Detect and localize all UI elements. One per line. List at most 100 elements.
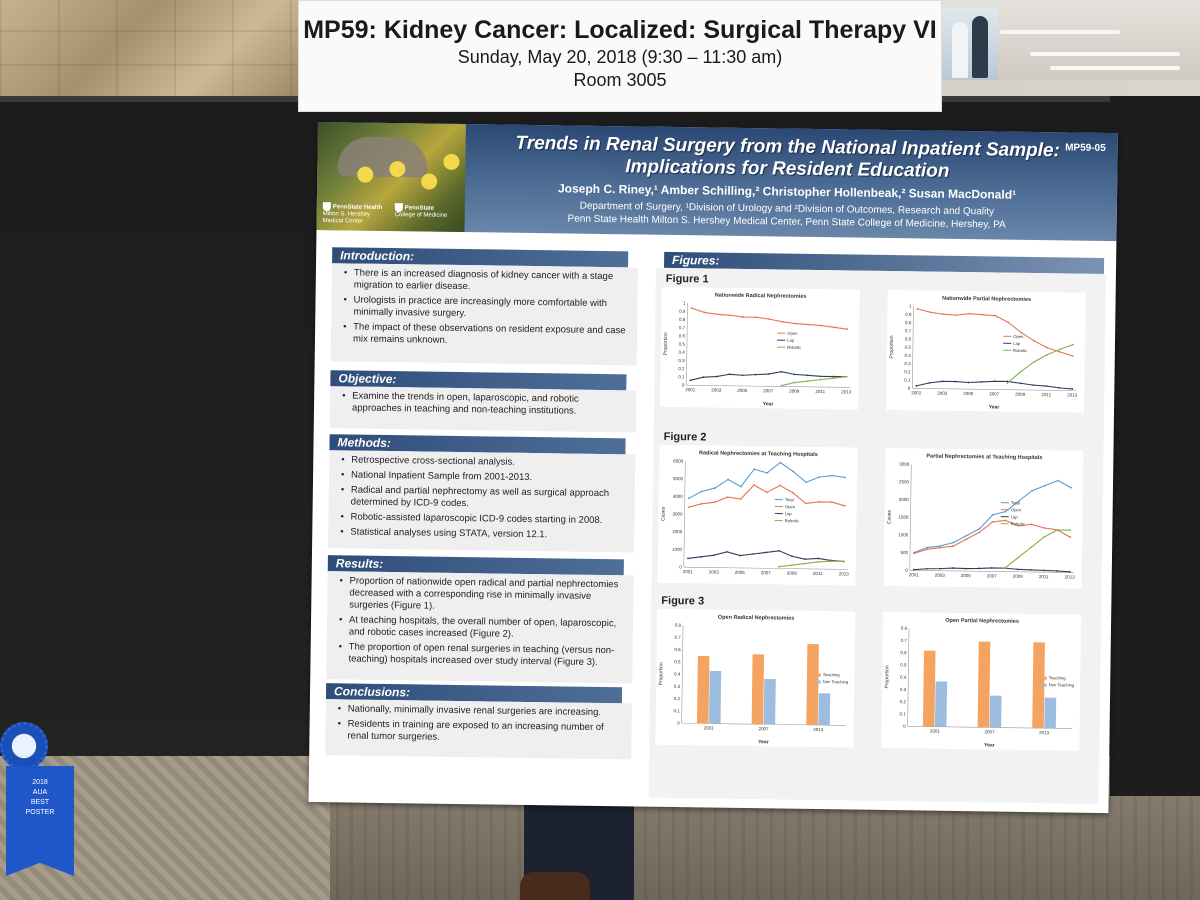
data-point: [831, 474, 834, 477]
legend-label: Lap: [787, 338, 795, 343]
y-tick-label: 0.3: [900, 687, 907, 692]
x-tick-label: 2011: [1039, 574, 1049, 579]
data-point: [952, 541, 955, 544]
x-tick-label: 2001: [683, 569, 694, 574]
flower: [443, 153, 460, 170]
session-sign: MP59: Kidney Cancer: Localized: Surgical…: [298, 0, 942, 112]
session-date: Sunday, May 20, 2018 (9:30 – 11:30 am): [457, 47, 783, 67]
data-point: [1003, 567, 1006, 569]
data-point: [713, 554, 715, 557]
y-tick-label: 1500: [898, 515, 909, 520]
data-point: [1057, 479, 1059, 482]
legend-label: Total: [1011, 500, 1020, 505]
x-tick-label: 2003: [709, 569, 720, 574]
objective-bullet: Examine the trends in open, laparoscopic…: [342, 390, 628, 418]
data-point: [1006, 380, 1009, 383]
legend-label: Open: [787, 331, 798, 336]
x-tick-label: 2007: [761, 570, 772, 575]
data-point: [793, 373, 796, 376]
y-axis: [907, 628, 910, 727]
data-point: [964, 567, 967, 570]
data-point: [687, 557, 689, 560]
data-point: [817, 561, 819, 563]
data-point: [765, 491, 768, 494]
conclusions-list: Nationally, minimally invasive renal sur…: [337, 703, 624, 746]
data-point: [965, 538, 968, 541]
y-tick-label: 3000: [673, 511, 684, 516]
data-point: [968, 312, 971, 315]
data-point: [830, 560, 832, 563]
data-point: [1033, 339, 1035, 342]
x-tick-label: 2013: [839, 571, 850, 576]
flower: [421, 173, 438, 190]
y-tick-label: 0.7: [901, 638, 908, 643]
introduction-bullet: Urologists in practice are increasingly …: [343, 294, 629, 322]
introduction-bullet: There is an increased diagnosis of kidne…: [344, 267, 630, 295]
y-tick-label: 0.2: [678, 366, 685, 371]
x-tick-label: 2005: [735, 570, 746, 575]
bar: [922, 650, 936, 727]
y-tick-label: 0.6: [905, 337, 912, 342]
legend-swatch: [1042, 676, 1047, 680]
data-point: [779, 484, 781, 487]
data-point: [1058, 348, 1061, 351]
chart-radical-teaching: Radical Nephrectomies at Teaching Hospit…: [657, 444, 858, 586]
data-point: [807, 323, 810, 326]
data-point: [1031, 489, 1033, 492]
results-list: Proportion of nationwide open radical an…: [338, 575, 625, 669]
y-tick-label: 0.6: [900, 650, 907, 655]
data-point: [768, 318, 771, 320]
y-tick-label: 0.2: [900, 699, 907, 704]
data-point: [1032, 384, 1035, 386]
legend-label: Teaching: [823, 672, 841, 677]
shoe: [520, 872, 590, 900]
legend-label: Non Teaching: [823, 679, 849, 684]
x-tick-label: 2001: [909, 572, 920, 577]
data-point: [977, 567, 980, 570]
data-point: [832, 377, 835, 380]
data-point: [916, 307, 919, 310]
data-point: [941, 380, 944, 383]
data-point: [832, 375, 835, 378]
x-tick-label: 2007: [987, 573, 998, 578]
data-point: [703, 311, 706, 314]
y-tick-label: 0.6: [674, 647, 681, 652]
data-point: [929, 311, 932, 314]
legend-swatch: [816, 680, 821, 684]
data-point: [752, 553, 754, 555]
series-line: [913, 479, 1072, 554]
x-tick-label: 2011: [813, 571, 823, 576]
data-point: [803, 562, 806, 565]
data-point: [713, 501, 716, 504]
methods-bullet: National Inpatient Sample from 2001-2013…: [341, 469, 627, 485]
poster-header-photo: PennState Health Milton S. Hershey Medica…: [316, 122, 466, 233]
results-body: Proportion of nationwide open radical an…: [326, 571, 634, 684]
y-tick-label: 0.7: [675, 635, 682, 640]
data-point: [716, 313, 719, 316]
x-tick-label: 2009: [1015, 392, 1026, 397]
legend-label: Open: [785, 504, 796, 509]
x-tick-label: 2013: [1065, 574, 1076, 579]
x-tick-label: 2001: [685, 387, 696, 392]
data-point: [912, 568, 915, 571]
data-point: [965, 534, 968, 537]
results-bullet: Proportion of nationwide open radical an…: [339, 575, 625, 615]
y-tick-label: 0.9: [679, 309, 686, 314]
introduction-list: There is an increased diagnosis of kidne…: [343, 267, 630, 349]
legend-label: Lap: [785, 511, 793, 516]
y-tick-label: 0.4: [679, 350, 686, 355]
x-tick-label: 2007: [759, 726, 770, 731]
data-point: [804, 502, 807, 505]
x-tick-label: 2003: [935, 573, 946, 578]
bar: [1044, 697, 1057, 729]
data-point: [1072, 343, 1074, 346]
y-tick-label: 1000: [672, 547, 683, 552]
data-point: [690, 307, 693, 310]
data-point: [818, 476, 820, 479]
bar: [989, 695, 1002, 728]
x-axis: [686, 384, 851, 388]
x-axis-label: Year: [763, 401, 774, 407]
introduction-bullet: The impact of these observations on resi…: [343, 321, 629, 349]
poster-title: Trends in Renal Surgery from the Nationa…: [467, 132, 1108, 185]
x-tick-label: 2001: [704, 725, 715, 730]
